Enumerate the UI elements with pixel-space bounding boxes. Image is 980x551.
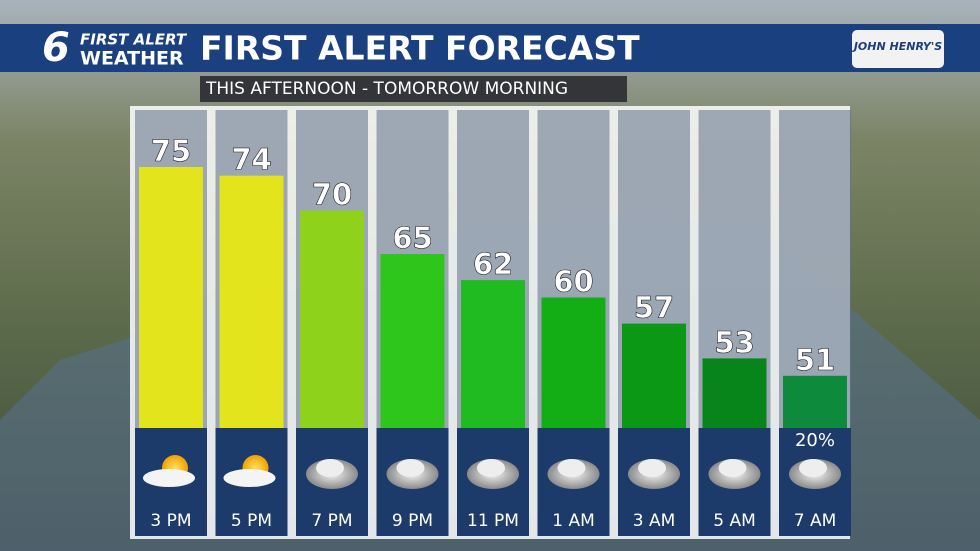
bar — [380, 254, 445, 428]
bar — [702, 358, 767, 428]
bar — [300, 210, 364, 428]
x-tick-label: 5 AM — [713, 511, 756, 531]
x-tick-label: 11 PM — [467, 511, 519, 531]
value-label: 60 — [553, 265, 593, 299]
x-tick-label: 9 PM — [392, 511, 433, 531]
bar — [541, 297, 606, 428]
x-tick-label: 7 PM — [311, 511, 352, 531]
value-label: 74 — [231, 143, 271, 177]
chart-subtitle: THIS AFTERNOON - TOMORROW MORNING — [205, 79, 568, 99]
bar — [783, 375, 847, 428]
value-label: 62 — [473, 247, 513, 281]
banner — [0, 24, 980, 72]
value-label: 57 — [634, 291, 674, 325]
logo-line1: FIRST ALERT — [80, 31, 188, 49]
sponsor: JOHN HENRY'S — [852, 40, 942, 53]
icon-cloud — [477, 459, 505, 477]
icon-cloud — [316, 459, 344, 477]
value-label: 65 — [392, 221, 432, 255]
bar — [461, 280, 525, 428]
bar — [219, 175, 284, 428]
sponsor-badge — [852, 30, 944, 68]
x-tick-label: 3 PM — [150, 511, 191, 531]
icon-cloud — [638, 459, 666, 477]
value-label: 53 — [714, 325, 754, 359]
icon-cloud — [396, 459, 425, 477]
column-bg — [779, 110, 851, 428]
logo-line2: WEATHER — [80, 48, 184, 70]
value-label: 75 — [151, 134, 191, 168]
icon-cloud — [223, 469, 276, 487]
x-tick-label: 3 AM — [633, 511, 676, 531]
precip-label: 20% — [795, 430, 835, 451]
chart-title: FIRST ALERT FORECAST — [200, 29, 640, 68]
icon-cloud — [557, 459, 586, 477]
subtitle-box — [200, 76, 627, 102]
bar — [139, 167, 203, 428]
bar — [622, 323, 686, 428]
logo-number: 6 — [42, 25, 70, 71]
x-tick-label: 5 PM — [231, 511, 272, 531]
value-label: 51 — [795, 343, 835, 377]
x-tick-label: 1 AM — [552, 511, 595, 531]
icon-cloud — [143, 469, 195, 487]
icon-cloud — [799, 459, 827, 477]
value-label: 70 — [312, 178, 352, 212]
x-tick-label: 7 AM — [794, 511, 837, 531]
icon-cloud — [718, 459, 747, 477]
